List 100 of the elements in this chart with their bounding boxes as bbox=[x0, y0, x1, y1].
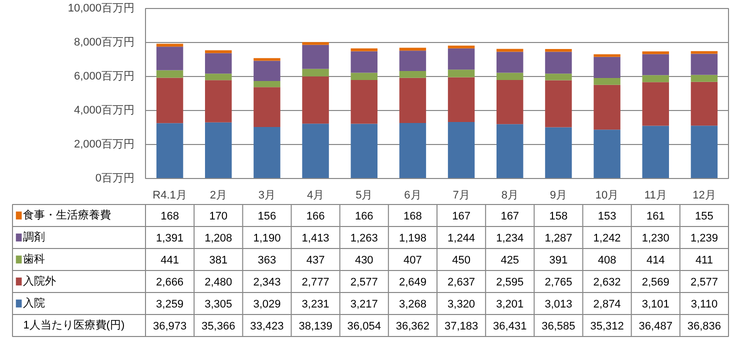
data-label: 1,242 bbox=[593, 232, 621, 244]
data-label: 430 bbox=[354, 254, 374, 266]
data-label: 2,637 bbox=[448, 276, 476, 288]
data-label: 3,231 bbox=[302, 298, 330, 310]
text: 33,423 bbox=[250, 320, 284, 332]
bar bbox=[448, 48, 475, 70]
data-label: 3,259 bbox=[156, 298, 184, 310]
data-label: 166 bbox=[354, 210, 374, 222]
y-tick-label: 4,000百万円 bbox=[74, 104, 135, 116]
text: 35,366 bbox=[202, 320, 236, 332]
text: 36,431 bbox=[493, 320, 527, 332]
text: 36,362 bbox=[396, 320, 430, 332]
bar bbox=[254, 127, 280, 178]
bar bbox=[254, 60, 280, 82]
data-label: 407 bbox=[404, 254, 422, 266]
data-label: 166 bbox=[306, 210, 325, 222]
text: 1人当たり医療費(円) bbox=[23, 318, 125, 332]
bar bbox=[350, 124, 378, 178]
data-label: 441 bbox=[160, 254, 179, 266]
bar bbox=[350, 80, 378, 124]
bar bbox=[156, 123, 184, 178]
text: 36,054 bbox=[347, 320, 381, 332]
data-label: 3,320 bbox=[448, 298, 476, 310]
data-label: 1,391 bbox=[156, 232, 184, 244]
bar bbox=[690, 51, 718, 54]
bar bbox=[399, 122, 426, 178]
bar bbox=[594, 78, 620, 85]
data-label: 170 bbox=[209, 210, 228, 222]
bar bbox=[594, 54, 620, 57]
data-label: 168 bbox=[404, 210, 422, 222]
legend-label: 食事・生活療養費 bbox=[23, 208, 112, 222]
bar bbox=[448, 77, 475, 122]
data-label: 1,413 bbox=[302, 232, 330, 244]
bar bbox=[642, 126, 669, 178]
x-tick-label: R4.1月 bbox=[152, 190, 187, 202]
data-label: 155 bbox=[695, 210, 714, 222]
text: 36,973 bbox=[152, 320, 187, 332]
bar bbox=[496, 52, 524, 73]
data-label: 1,239 bbox=[690, 232, 718, 244]
legend-label: 入院外 bbox=[23, 274, 56, 288]
bar bbox=[496, 48, 524, 52]
data-label: 168 bbox=[160, 210, 179, 222]
data-label: 2,577 bbox=[690, 276, 718, 288]
data-label: 1,190 bbox=[253, 232, 281, 244]
x-tick-label: 8月 bbox=[501, 190, 518, 202]
data-label: 3,101 bbox=[642, 298, 670, 310]
data-label: 2,480 bbox=[204, 276, 232, 288]
bar bbox=[399, 78, 426, 123]
bar bbox=[545, 127, 572, 178]
data-label: 1,208 bbox=[204, 232, 232, 244]
x-tick-label: 10月 bbox=[595, 190, 619, 202]
bar bbox=[254, 87, 280, 128]
text: 36,836 bbox=[687, 320, 722, 332]
bar bbox=[302, 76, 329, 124]
legend-label: 調剤 bbox=[23, 230, 46, 244]
text: 37,183 bbox=[444, 320, 478, 332]
bar bbox=[545, 52, 572, 74]
y-tick-label: 2,000百万円 bbox=[74, 138, 135, 150]
bar bbox=[156, 78, 184, 124]
bar bbox=[448, 122, 475, 178]
bar bbox=[350, 51, 378, 73]
data-label: 1,263 bbox=[350, 232, 378, 244]
y-tick-label: 0百万円 bbox=[95, 172, 135, 184]
data-label: 167 bbox=[452, 210, 470, 222]
x-tick-label: 3月 bbox=[258, 190, 276, 202]
x-tick-label: 7月 bbox=[452, 190, 470, 202]
bar bbox=[496, 80, 524, 124]
bar bbox=[254, 58, 280, 61]
bar bbox=[205, 53, 232, 74]
data-label: 1,198 bbox=[398, 232, 426, 244]
data-label: 414 bbox=[646, 254, 665, 266]
data-label: 2,765 bbox=[544, 276, 572, 288]
data-label: 2,632 bbox=[593, 276, 621, 288]
text: 36,487 bbox=[638, 320, 672, 332]
bar bbox=[545, 49, 572, 52]
bar bbox=[205, 80, 232, 122]
bar bbox=[448, 46, 475, 48]
data-label: 1,287 bbox=[544, 232, 572, 244]
bar bbox=[690, 74, 718, 82]
data-label: 3,217 bbox=[350, 298, 378, 310]
data-label: 161 bbox=[646, 210, 665, 222]
bar bbox=[642, 51, 669, 54]
data-label: 2,343 bbox=[253, 276, 281, 288]
data-label: 1,234 bbox=[496, 232, 524, 244]
x-tick-label: 9月 bbox=[550, 190, 568, 202]
bar bbox=[545, 74, 572, 80]
data-label: 2,777 bbox=[302, 276, 330, 288]
bar bbox=[254, 81, 280, 88]
bar bbox=[642, 82, 669, 126]
bar bbox=[205, 122, 232, 178]
data-label: 156 bbox=[258, 210, 276, 222]
bar bbox=[302, 124, 329, 178]
x-tick-label: 12月 bbox=[692, 190, 716, 202]
bar bbox=[399, 70, 426, 78]
data-label: 2,569 bbox=[642, 276, 670, 288]
bar bbox=[156, 70, 184, 78]
bar bbox=[690, 54, 718, 75]
y-tick-label: 6,000百万円 bbox=[74, 70, 135, 82]
text: 35,312 bbox=[590, 320, 624, 332]
data-label: 408 bbox=[598, 254, 616, 266]
